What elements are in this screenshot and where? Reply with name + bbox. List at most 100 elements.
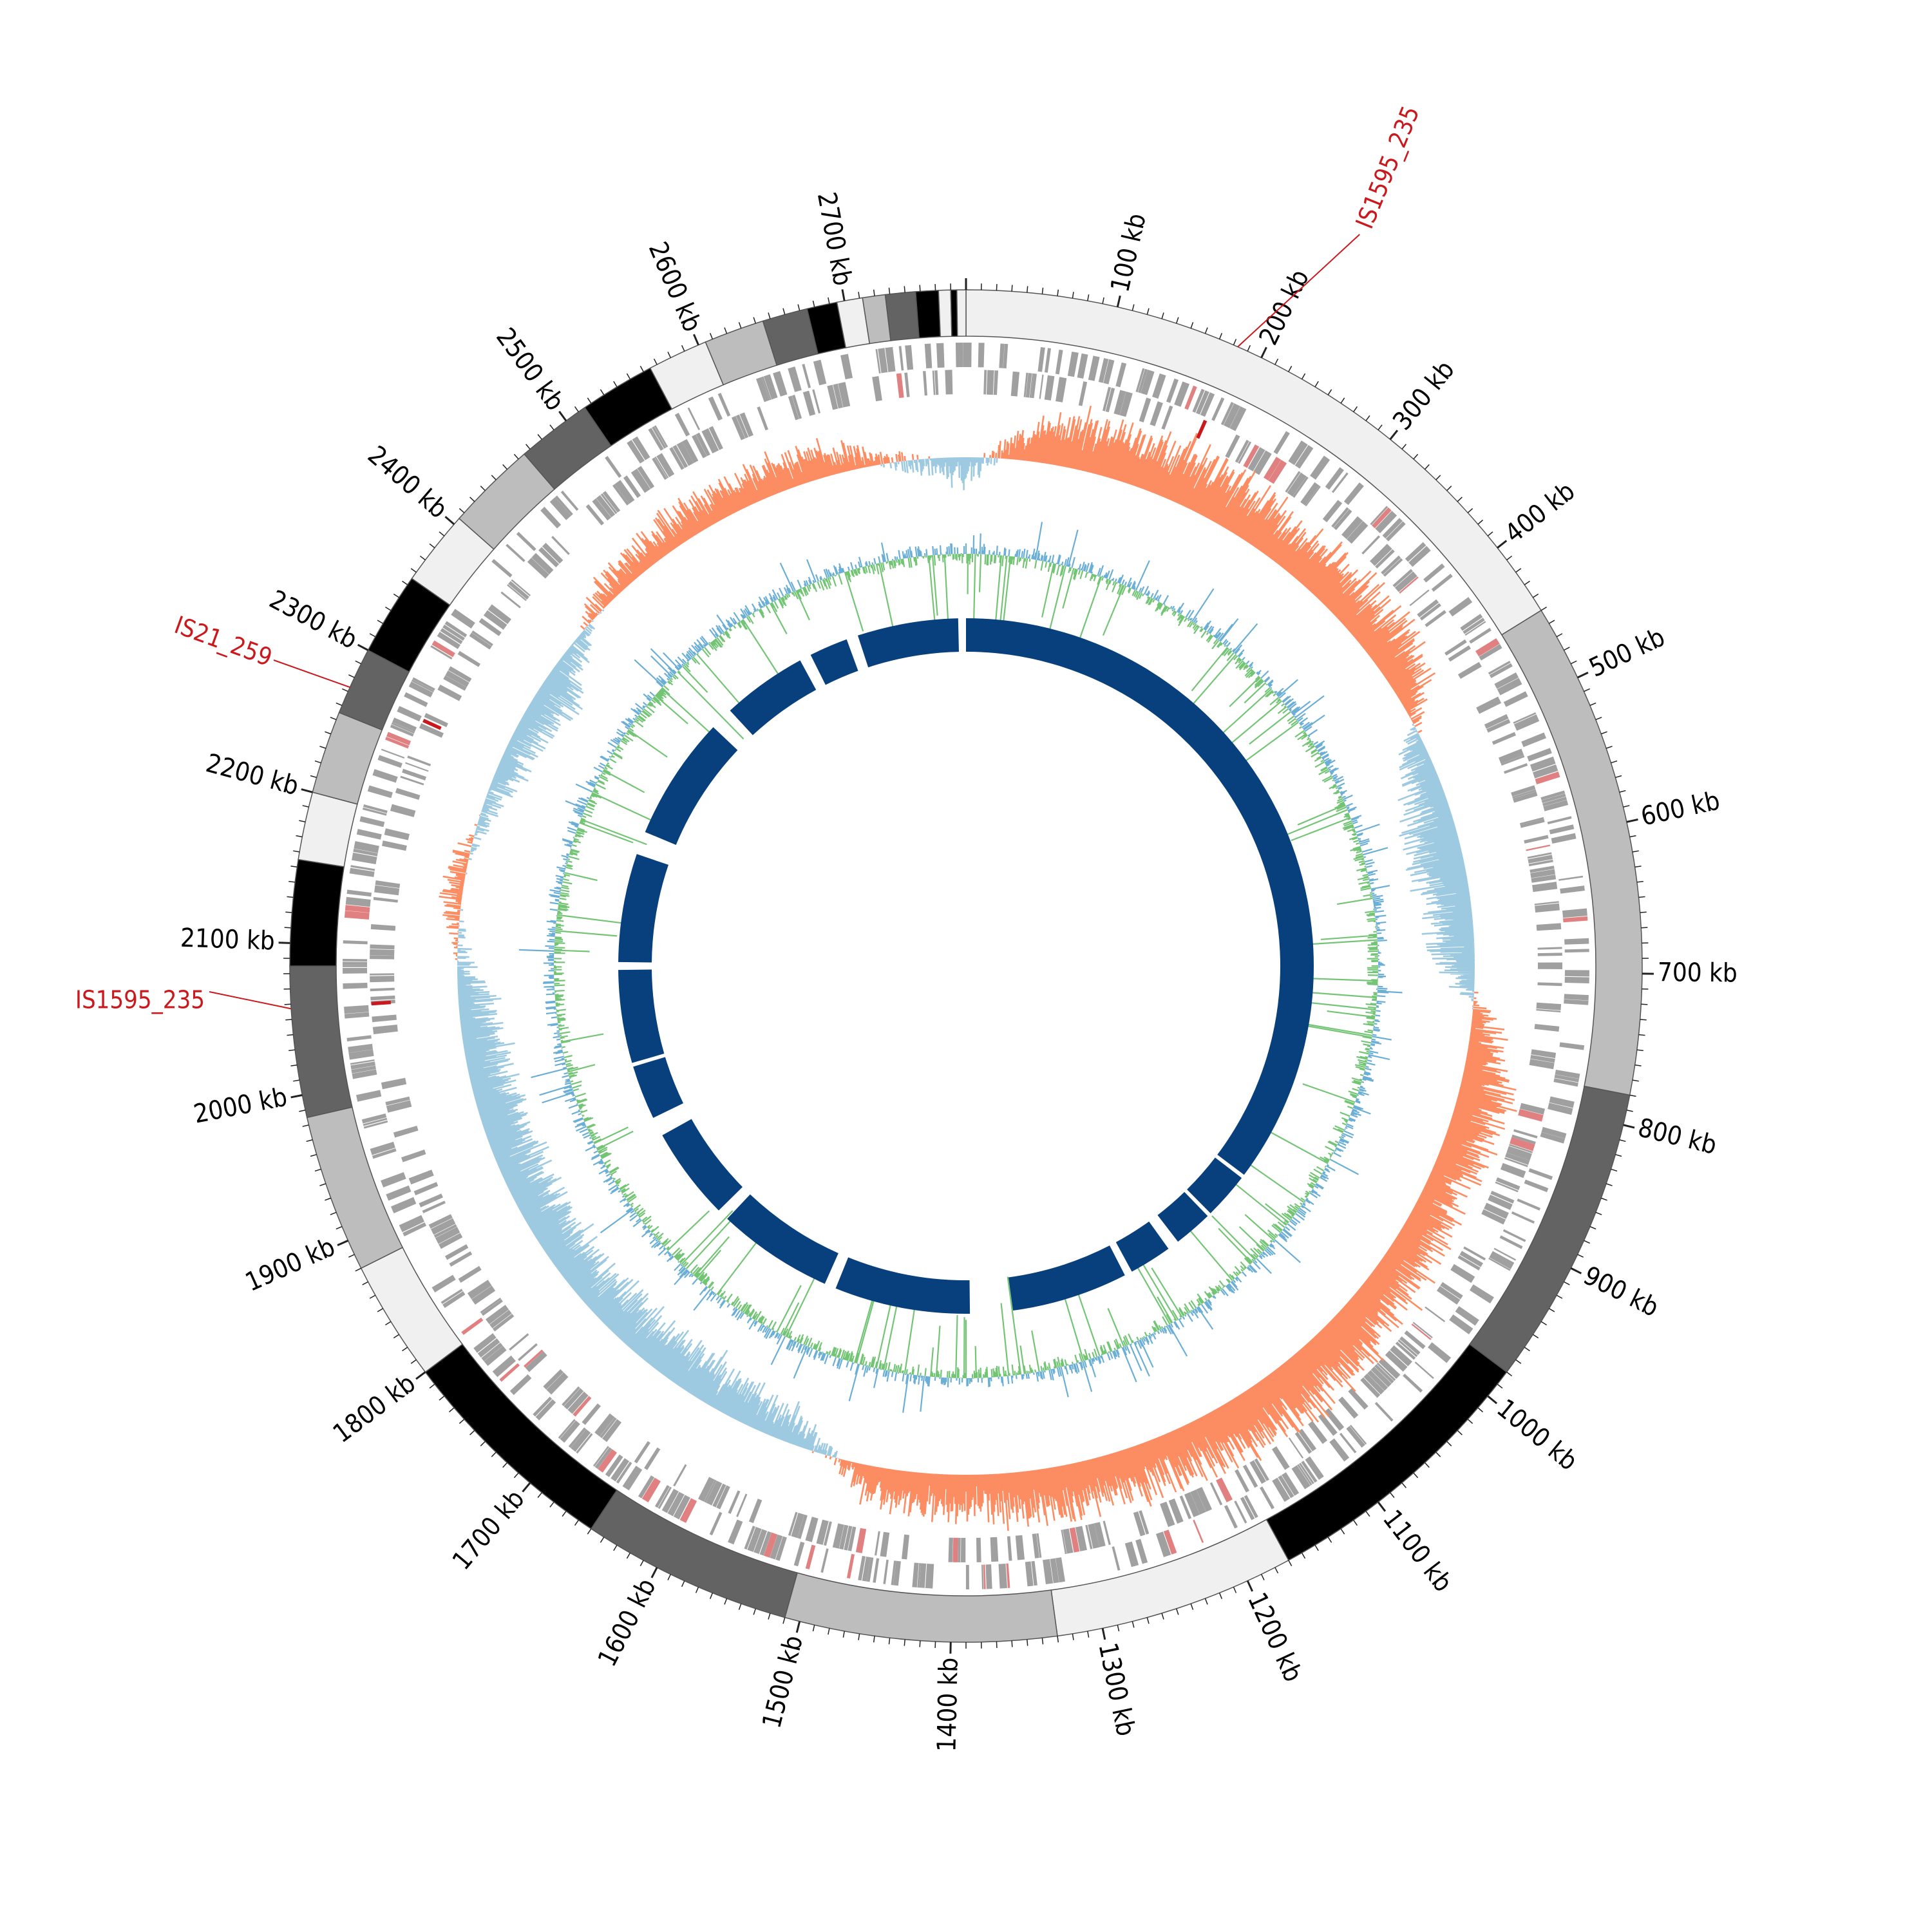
minor-tick	[429, 1383, 435, 1389]
contig-segment-12	[289, 858, 345, 967]
minor-tick	[1274, 1567, 1279, 1574]
gene-feature	[793, 1541, 805, 1567]
minor-tick	[1634, 866, 1642, 868]
gene-feature	[1534, 1023, 1560, 1032]
minor-tick	[385, 1321, 392, 1326]
gene-feature	[1115, 362, 1127, 388]
gene-feature	[1278, 1475, 1294, 1499]
minor-tick	[1632, 1079, 1639, 1082]
gene-feature	[363, 1120, 388, 1129]
minor-tick	[1041, 287, 1044, 294]
minor-tick	[1641, 927, 1648, 929]
contig-segment-2	[1501, 609, 1643, 1096]
gene-feature	[896, 373, 904, 399]
gene-feature	[343, 961, 368, 965]
gene-feature	[978, 343, 985, 368]
gene-feature	[492, 1355, 516, 1378]
gene-feature	[802, 390, 816, 416]
gene-feature	[1077, 353, 1088, 379]
gene-feature	[549, 497, 572, 520]
gene-feature	[1425, 1306, 1446, 1323]
gene-feature	[542, 542, 564, 564]
gene-feature	[1348, 1388, 1368, 1410]
gene-feature	[955, 343, 963, 368]
gene-feature	[1519, 1103, 1546, 1115]
gene-feature	[372, 1014, 397, 1023]
gene-feature	[1397, 1339, 1418, 1358]
gene-feature	[1449, 1314, 1473, 1335]
gene-feature	[1133, 1511, 1146, 1537]
minor-tick	[1314, 1544, 1319, 1551]
homology-block-6	[835, 1257, 971, 1314]
gene-feature	[1244, 1495, 1258, 1519]
gene-feature	[1067, 352, 1079, 377]
gene-feature	[568, 1427, 587, 1448]
minor-tick	[1161, 1613, 1164, 1620]
gene-feature	[1363, 1373, 1385, 1395]
major-tick	[1487, 1395, 1498, 1405]
gene-feature	[381, 1172, 406, 1188]
gene-feature	[1285, 471, 1301, 493]
minor-tick	[768, 1613, 771, 1620]
gene-feature	[564, 1388, 584, 1410]
gene-feature	[1408, 545, 1431, 567]
gene-feature	[682, 439, 699, 464]
gene-feature	[370, 949, 395, 956]
gene-feature	[1069, 1527, 1080, 1553]
minor-tick	[480, 486, 486, 491]
minor-tick	[290, 866, 298, 868]
minor-tick	[480, 1441, 486, 1446]
gene-feature	[451, 609, 475, 629]
tick-label: 2600 kb	[643, 238, 707, 336]
gene-feature	[488, 604, 511, 625]
minor-tick	[1638, 1034, 1645, 1036]
gene-feature	[1497, 677, 1522, 696]
minor-tick	[1634, 1064, 1642, 1066]
gene-feature	[1247, 447, 1265, 471]
gene-feature	[708, 426, 723, 450]
minor-tick	[287, 896, 294, 898]
gene-feature	[1371, 507, 1392, 529]
gene-feature	[1235, 439, 1249, 463]
homology-block-5	[1008, 1245, 1125, 1311]
major-tick	[415, 1371, 426, 1380]
gene-feature	[1196, 1486, 1213, 1512]
gene-feature	[717, 392, 731, 417]
minor-tick	[549, 1501, 554, 1508]
gene-feature	[533, 1396, 553, 1417]
minor-tick	[1600, 731, 1607, 735]
gene-feature	[735, 414, 749, 439]
gene-feature	[1549, 824, 1575, 835]
minor-tick	[330, 717, 337, 721]
tick-label: 900 kb	[1578, 1261, 1663, 1323]
minor-tick	[1638, 896, 1645, 898]
gc-skew-track	[439, 406, 1517, 1531]
minor-tick	[1548, 620, 1555, 624]
gene-feature	[442, 624, 465, 641]
gene-feature	[919, 1563, 927, 1588]
gene-feature	[457, 650, 481, 667]
gene-feature	[1139, 1510, 1150, 1535]
minor-tick	[1365, 415, 1370, 421]
gene-feature	[392, 717, 417, 732]
homology-block-15	[857, 618, 959, 668]
gene-feature	[891, 1560, 896, 1586]
minor-tick	[1584, 1240, 1590, 1244]
minor-tick	[1457, 1430, 1463, 1435]
gene-feature	[1044, 375, 1055, 401]
gene-feature	[1484, 714, 1509, 729]
gene-feature	[1184, 385, 1197, 410]
gene-feature	[560, 490, 579, 511]
gene-feature	[386, 1100, 412, 1113]
gene-feature	[483, 610, 507, 630]
gene-feature	[1385, 1350, 1408, 1372]
gene-feature	[1541, 1126, 1567, 1139]
gene-feature	[1488, 1257, 1511, 1271]
minor-tick	[1619, 790, 1626, 793]
minor-tick	[1132, 1621, 1135, 1628]
minor-tick	[1132, 304, 1135, 311]
gene-feature	[1457, 661, 1482, 679]
minor-tick	[812, 1625, 815, 1632]
gene-feature	[1492, 732, 1516, 745]
minor-tick	[873, 289, 875, 296]
